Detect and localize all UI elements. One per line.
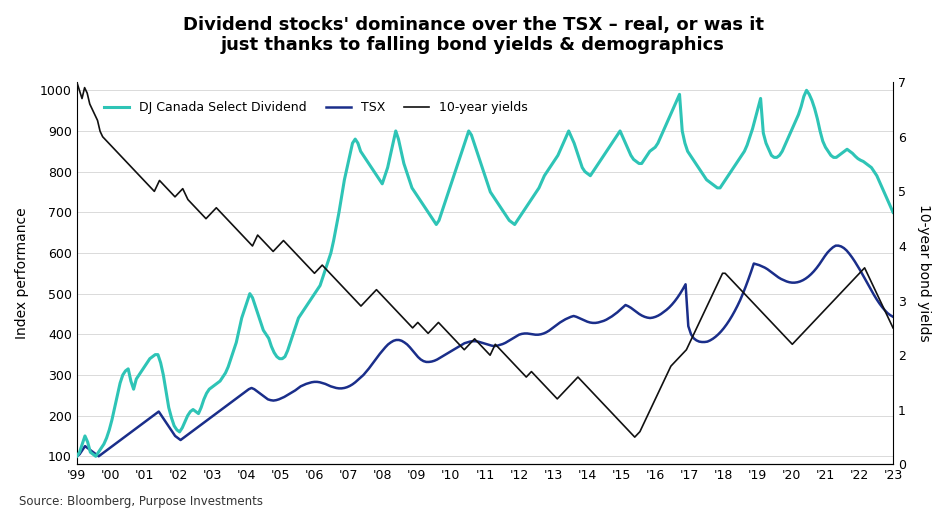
TSX: [759, 265, 770, 271]
10-year yields: [629, 434, 640, 440]
DJ Canada Select Dividend: [117, 372, 129, 378]
TSX: [811, 265, 822, 271]
TSX: [71, 453, 82, 459]
10-year yields: [97, 134, 109, 140]
TSX: [830, 242, 841, 249]
10-year yields: [71, 79, 82, 85]
Line: 10-year yields: 10-year yields: [77, 82, 893, 437]
10-year yields: [99, 136, 111, 142]
Line: DJ Canada Select Dividend: DJ Canada Select Dividend: [77, 90, 893, 456]
10-year yields: [686, 336, 697, 342]
10-year yields: [887, 325, 899, 331]
DJ Canada Select Dividend: [801, 87, 813, 93]
DJ Canada Select Dividend: [404, 177, 415, 183]
DJ Canada Select Dividend: [201, 390, 212, 396]
Legend: DJ Canada Select Dividend, TSX, 10-year yields: DJ Canada Select Dividend, TSX, 10-year …: [99, 96, 533, 119]
DJ Canada Select Dividend: [858, 159, 869, 165]
DJ Canada Select Dividend: [71, 453, 82, 459]
Y-axis label: 10-year bond yields: 10-year bond yields: [917, 205, 931, 342]
Text: Dividend stocks' dominance over the TSX – real, or was it
just thanks to falling: Dividend stocks' dominance over the TSX …: [183, 16, 763, 54]
Text: Source: Bloomberg, Purpose Investments: Source: Bloomberg, Purpose Investments: [19, 495, 263, 508]
DJ Canada Select Dividend: [342, 164, 353, 170]
Y-axis label: Index performance: Index performance: [15, 208, 29, 339]
10-year yields: [337, 284, 348, 290]
Line: TSX: TSX: [77, 246, 893, 456]
TSX: [570, 314, 582, 320]
TSX: [887, 314, 899, 320]
10-year yields: [399, 316, 411, 323]
DJ Canada Select Dividend: [887, 209, 899, 215]
DJ Canada Select Dividend: [430, 221, 442, 227]
10-year yields: [583, 385, 594, 391]
TSX: [554, 320, 566, 326]
TSX: [557, 318, 569, 324]
TSX: [74, 451, 85, 457]
